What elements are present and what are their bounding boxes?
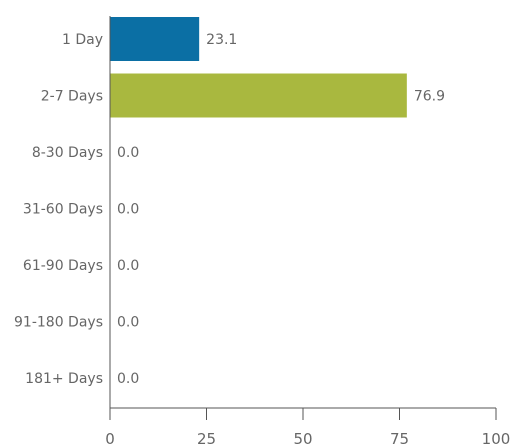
value-label: 0.0	[117, 315, 139, 331]
category-label: 181+ Days	[25, 371, 103, 387]
category-label: 91-180 Days	[14, 315, 103, 331]
category-label: 2-7 Days	[41, 89, 103, 105]
category-label: 1 Day	[62, 32, 103, 48]
x-tick-label: 50	[293, 430, 312, 446]
x-axis-ticks: 0 25 50 75 100	[105, 408, 510, 446]
value-label: 0.0	[117, 202, 139, 218]
value-label: 76.9	[414, 89, 445, 105]
category-label: 8-30 Days	[32, 145, 103, 161]
value-labels: 23.1 76.9 0.0 0.0 0.0 0.0 0.0	[117, 32, 445, 387]
value-label: 0.0	[117, 371, 139, 387]
x-tick-label: 100	[482, 430, 511, 446]
bar-0	[110, 17, 200, 61]
bar-1	[110, 73, 407, 118]
x-tick-label: 75	[390, 430, 409, 446]
category-label: 31-60 Days	[23, 202, 103, 218]
value-label: 23.1	[206, 32, 237, 48]
x-tick-label: 25	[197, 430, 216, 446]
bars-group	[110, 17, 407, 118]
value-label: 0.0	[117, 258, 139, 274]
value-label: 0.0	[117, 145, 139, 161]
category-labels: 1 Day 2-7 Days 8-30 Days 31-60 Days 61-90 Da…	[14, 32, 103, 387]
x-tick-label: 0	[105, 430, 115, 446]
category-label: 61-90 Days	[23, 258, 103, 274]
